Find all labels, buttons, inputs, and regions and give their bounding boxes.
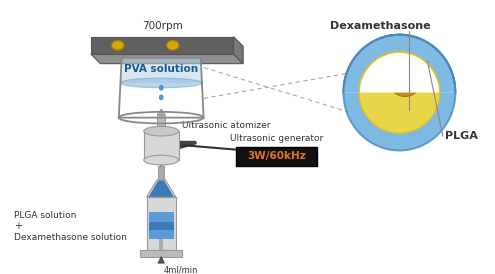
Ellipse shape	[144, 155, 179, 165]
Ellipse shape	[345, 36, 454, 149]
Bar	[148, 212, 174, 239]
Ellipse shape	[159, 85, 163, 90]
Bar	[140, 250, 182, 256]
Ellipse shape	[346, 38, 452, 147]
Text: +: +	[14, 221, 22, 231]
Polygon shape	[120, 58, 202, 83]
Text: PLGA solution: PLGA solution	[14, 210, 76, 219]
FancyBboxPatch shape	[237, 147, 317, 166]
Ellipse shape	[159, 95, 163, 100]
Text: Ultrasonic atomizer: Ultrasonic atomizer	[182, 121, 271, 130]
Polygon shape	[344, 35, 455, 93]
Ellipse shape	[344, 35, 455, 150]
Text: Dexamethasone: Dexamethasone	[330, 21, 431, 31]
Text: PLGA: PLGA	[445, 131, 478, 141]
Text: PVA solution: PVA solution	[124, 64, 198, 75]
Text: Ultrasonic generator: Ultrasonic generator	[230, 134, 324, 143]
Polygon shape	[147, 179, 176, 197]
Bar	[159, 229, 163, 250]
Ellipse shape	[166, 41, 179, 50]
Ellipse shape	[111, 41, 124, 50]
Ellipse shape	[144, 126, 179, 136]
Text: 4ml/min: 4ml/min	[164, 265, 198, 274]
Bar	[144, 131, 179, 160]
Polygon shape	[157, 109, 165, 115]
Bar	[157, 115, 165, 128]
Polygon shape	[91, 37, 234, 54]
Ellipse shape	[120, 78, 202, 88]
Bar	[158, 166, 164, 179]
Ellipse shape	[344, 35, 455, 150]
Bar	[147, 197, 176, 250]
Ellipse shape	[359, 52, 440, 133]
Ellipse shape	[373, 62, 397, 77]
Ellipse shape	[391, 73, 419, 96]
Polygon shape	[148, 180, 174, 197]
Text: Dexamethasone solution: Dexamethasone solution	[14, 233, 127, 242]
Bar	[148, 222, 174, 230]
Text: 3W/60kHz: 3W/60kHz	[248, 151, 306, 161]
Polygon shape	[91, 54, 243, 64]
Text: 700rpm: 700rpm	[142, 21, 183, 31]
Polygon shape	[344, 35, 455, 93]
Polygon shape	[234, 37, 243, 64]
